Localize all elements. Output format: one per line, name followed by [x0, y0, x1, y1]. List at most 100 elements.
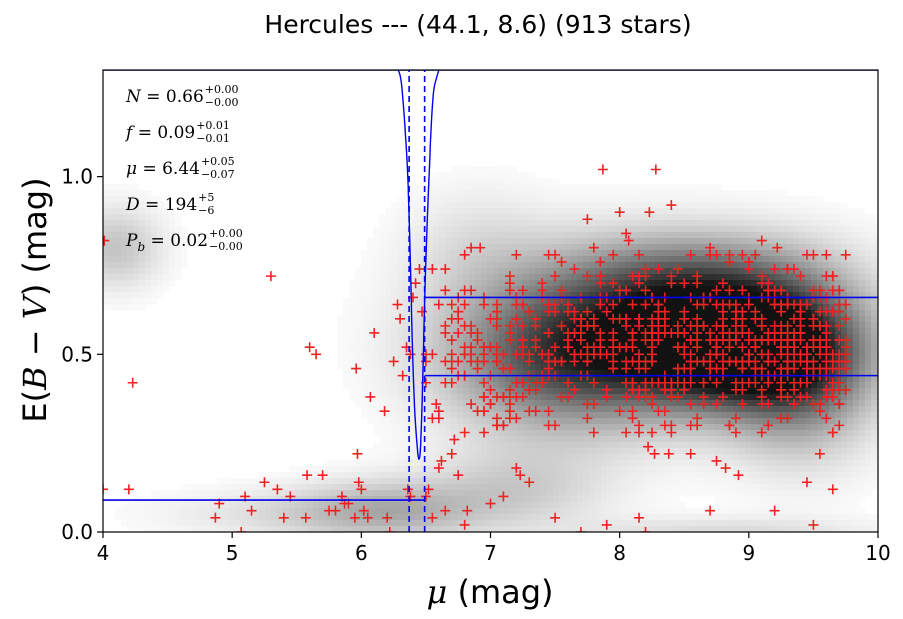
density-cell: [445, 382, 452, 389]
density-cell: [331, 478, 338, 485]
density-cell: [655, 508, 662, 515]
density-cell: [637, 418, 644, 425]
density-cell: [799, 352, 806, 359]
density-cell: [349, 346, 356, 353]
density-cell: [631, 502, 638, 509]
density-cell: [709, 190, 716, 197]
density-cell: [541, 328, 548, 335]
density-cell: [661, 454, 668, 461]
density-cell: [637, 400, 644, 407]
density-cell: [397, 244, 404, 251]
density-cell: [517, 202, 524, 209]
density-cell: [637, 406, 644, 413]
density-cell: [721, 376, 728, 383]
density-cell: [721, 382, 728, 389]
density-cell: [583, 190, 590, 197]
density-cell: [115, 220, 122, 227]
density-cell: [133, 298, 140, 305]
density-cell: [403, 256, 410, 263]
density-cell: [121, 208, 128, 215]
density-cell: [397, 490, 404, 497]
density-cell: [535, 382, 542, 389]
density-cell: [541, 490, 548, 497]
density-cell: [457, 388, 464, 395]
density-cell: [667, 484, 674, 491]
density-cell: [523, 412, 530, 419]
density-cell: [535, 418, 542, 425]
density-cell: [169, 226, 176, 233]
density-cell: [679, 370, 686, 377]
density-cell: [481, 226, 488, 233]
density-cell: [607, 424, 614, 431]
density-cell: [523, 472, 530, 479]
density-cell: [373, 454, 380, 461]
density-cell: [163, 520, 170, 527]
density-cell: [397, 220, 404, 227]
density-cell: [553, 406, 560, 413]
density-cell: [493, 376, 500, 383]
density-cell: [523, 262, 530, 269]
density-cell: [697, 454, 704, 461]
density-cell: [163, 262, 170, 269]
density-cell: [613, 430, 620, 437]
density-cell: [487, 256, 494, 263]
density-cell: [727, 244, 734, 251]
density-cell: [217, 508, 224, 515]
density-cell: [715, 382, 722, 389]
density-cell: [607, 244, 614, 251]
density-cell: [247, 526, 254, 532]
density-cell: [787, 382, 794, 389]
density-cell: [373, 256, 380, 263]
density-cell: [433, 304, 440, 311]
density-cell: [553, 460, 560, 467]
density-cell: [643, 244, 650, 251]
density-cell: [721, 196, 728, 203]
density-cell: [259, 502, 266, 509]
density-cell: [715, 232, 722, 239]
density-cell: [553, 190, 560, 197]
density-cell: [565, 286, 572, 293]
density-cell: [691, 214, 698, 221]
density-cell: [391, 394, 398, 401]
density-cell: [445, 436, 452, 443]
density-cell: [679, 292, 686, 299]
density-cell: [511, 286, 518, 293]
density-cell: [727, 406, 734, 413]
density-cell: [595, 214, 602, 221]
density-cell: [439, 310, 446, 317]
density-cell: [739, 220, 746, 227]
density-cell: [697, 292, 704, 299]
density-cell: [625, 250, 632, 257]
density-cell: [769, 250, 776, 257]
density-cell: [799, 346, 806, 353]
density-cell: [571, 184, 578, 191]
density-cell: [637, 196, 644, 203]
density-cell: [475, 286, 482, 293]
density-cell: [601, 274, 608, 281]
density-cell: [559, 328, 566, 335]
density-cell: [361, 322, 368, 329]
density-cell: [769, 208, 776, 215]
density-cell: [535, 250, 542, 257]
density-cell: [439, 364, 446, 371]
density-cell: [745, 508, 752, 515]
density-cell: [673, 196, 680, 203]
density-cell: [799, 226, 806, 233]
density-cell: [235, 514, 242, 521]
density-cell: [655, 214, 662, 221]
density-cell: [415, 334, 422, 341]
density-cell: [673, 454, 680, 461]
density-cell: [757, 412, 764, 419]
density-cell: [583, 184, 590, 191]
density-cell: [685, 298, 692, 305]
density-cell: [553, 226, 560, 233]
density-cell: [757, 526, 764, 532]
density-cell: [295, 466, 302, 473]
density-cell: [109, 208, 116, 215]
density-cell: [763, 388, 770, 395]
density-cell: [397, 292, 404, 299]
density-cell: [451, 388, 458, 395]
density-cell: [385, 304, 392, 311]
density-cell: [559, 274, 566, 281]
density-cell: [511, 346, 518, 353]
